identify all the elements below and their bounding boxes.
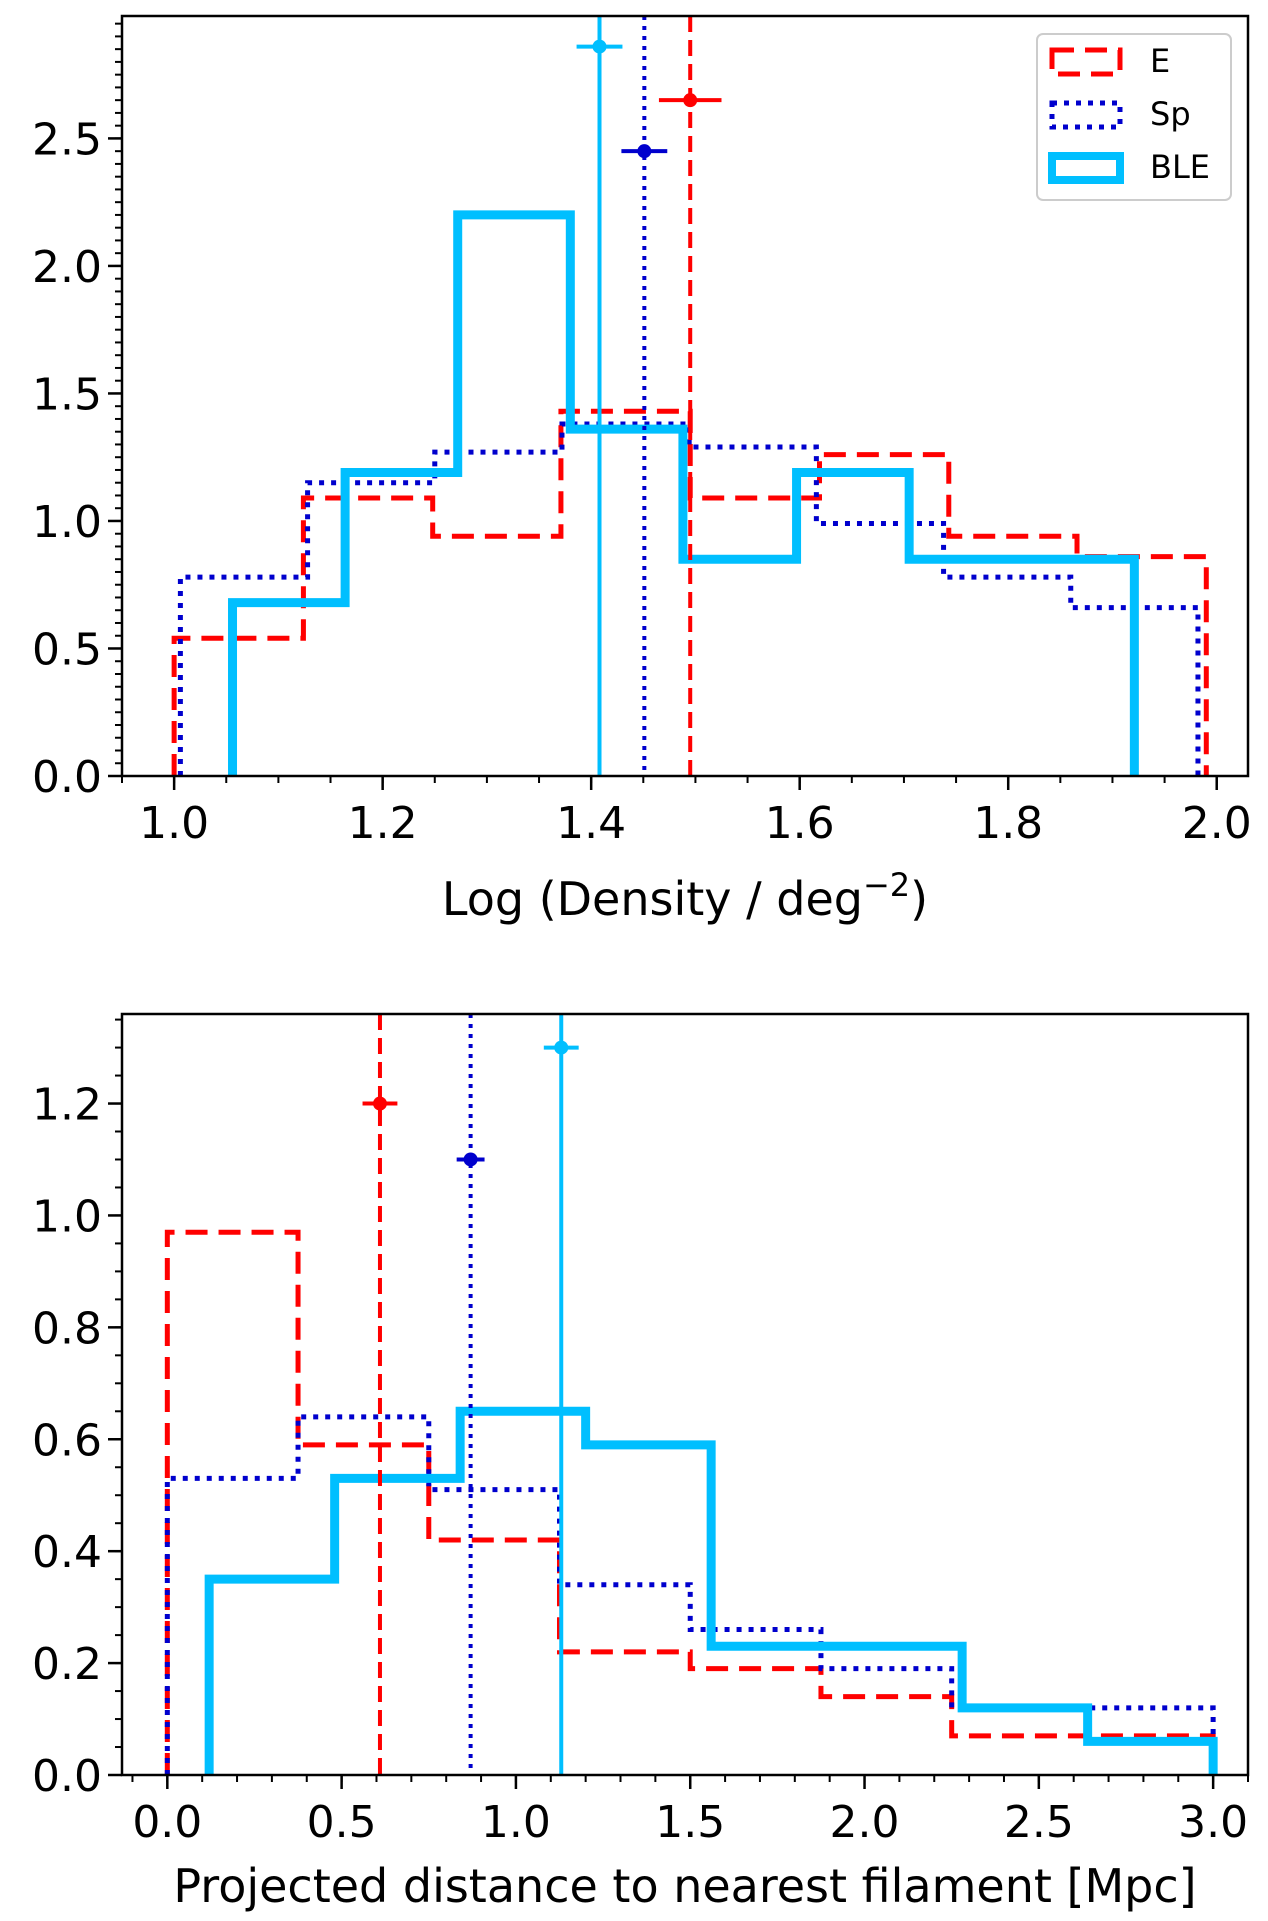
median-marker-ble: [592, 39, 607, 54]
plot-area: [164, 1014, 1218, 1775]
x-tick-label: 1.5: [655, 1797, 725, 1848]
y-tick-label: 1.2: [32, 1080, 102, 1131]
x-tick-label: 1.8: [973, 798, 1043, 849]
x-tick-label: 1.0: [139, 798, 209, 849]
histogram-e: [164, 1229, 1216, 1775]
legend-label-ble: BLE: [1150, 148, 1210, 186]
legend-swatch-e: [1049, 47, 1123, 77]
y-tick-label: 0.8: [32, 1303, 102, 1354]
median-marker-e: [372, 1096, 387, 1111]
legend-label-sp: Sp: [1150, 95, 1191, 133]
y-tick-label: 0.6: [32, 1415, 102, 1466]
axes-frame: [120, 14, 1250, 778]
median-marker-sp: [463, 1152, 478, 1167]
x-axis-label: Projected distance to nearest filament […: [173, 1859, 1196, 1913]
x-tick-label: 1.0: [481, 1797, 551, 1848]
x-tick-label: 1.4: [556, 798, 626, 849]
median-marker-sp: [637, 144, 652, 159]
x-axis-label: Log (Density / deg−2): [442, 866, 928, 926]
x-tick-label: 3.0: [1178, 1797, 1248, 1848]
y-tick-label: 0.5: [32, 624, 102, 675]
legend-label-e: E: [1150, 42, 1170, 80]
y-tick-label: 0.0: [32, 1751, 102, 1802]
y-tick-label: 0.2: [32, 1639, 102, 1690]
filament-distance-histogram-panel: 0.0 0.2 0.4 0.6 0.8 1.0 1.2 0.0 0.5 1.0 1.5 2.0 2.5 3…: [32, 1012, 1250, 1913]
y-tick-label: 1.5: [32, 369, 102, 420]
x-tick-label: 1.2: [348, 798, 418, 849]
histogram-ble: [228, 210, 1139, 776]
legend: E Sp BLE: [1036, 33, 1232, 201]
y-tick-label: 0.4: [32, 1527, 102, 1578]
x-tick-label: 0.0: [132, 1797, 202, 1848]
histogram-ble: [204, 1406, 1218, 1775]
x-tick-label: 0.5: [307, 1797, 377, 1848]
x-tick-label: 1.6: [765, 798, 835, 849]
legend-swatch-ble: [1048, 152, 1124, 184]
x-tick-label: 2.5: [1004, 1797, 1074, 1848]
y-tick-label: 2.5: [32, 114, 102, 165]
axes-frame: [120, 1012, 1250, 1777]
x-tick-label: 2.0: [1182, 798, 1252, 849]
y-tick-label: 1.0: [32, 1191, 102, 1242]
median-marker-e: [683, 93, 698, 108]
median-marker-ble: [554, 1040, 569, 1055]
plot-area: [171, 16, 1209, 776]
density-histogram-panel: 0.0 0.5 1.0 1.5 2.0 2.5 1.0 1.2 1.4 1.6 1.8 2.0 Log …: [32, 14, 1252, 926]
legend-swatch-sp: [1049, 100, 1123, 130]
y-tick-label: 2.0: [32, 242, 102, 293]
y-tick-label: 0.0: [32, 752, 102, 803]
y-tick-label: 1.0: [32, 497, 102, 548]
x-tick-label: 2.0: [830, 1797, 900, 1848]
